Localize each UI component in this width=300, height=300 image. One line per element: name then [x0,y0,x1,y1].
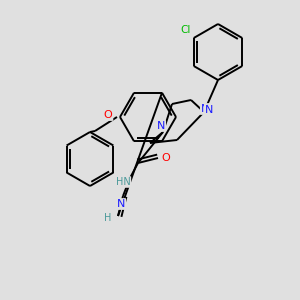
Text: HN: HN [116,177,130,187]
Text: N: N [117,199,125,209]
Text: N: N [205,105,213,115]
Text: Cl: Cl [181,25,191,35]
Text: H: H [104,213,112,223]
Text: O: O [103,110,112,120]
Text: O: O [162,153,170,163]
Text: N: N [201,104,209,114]
Text: N: N [157,121,165,131]
